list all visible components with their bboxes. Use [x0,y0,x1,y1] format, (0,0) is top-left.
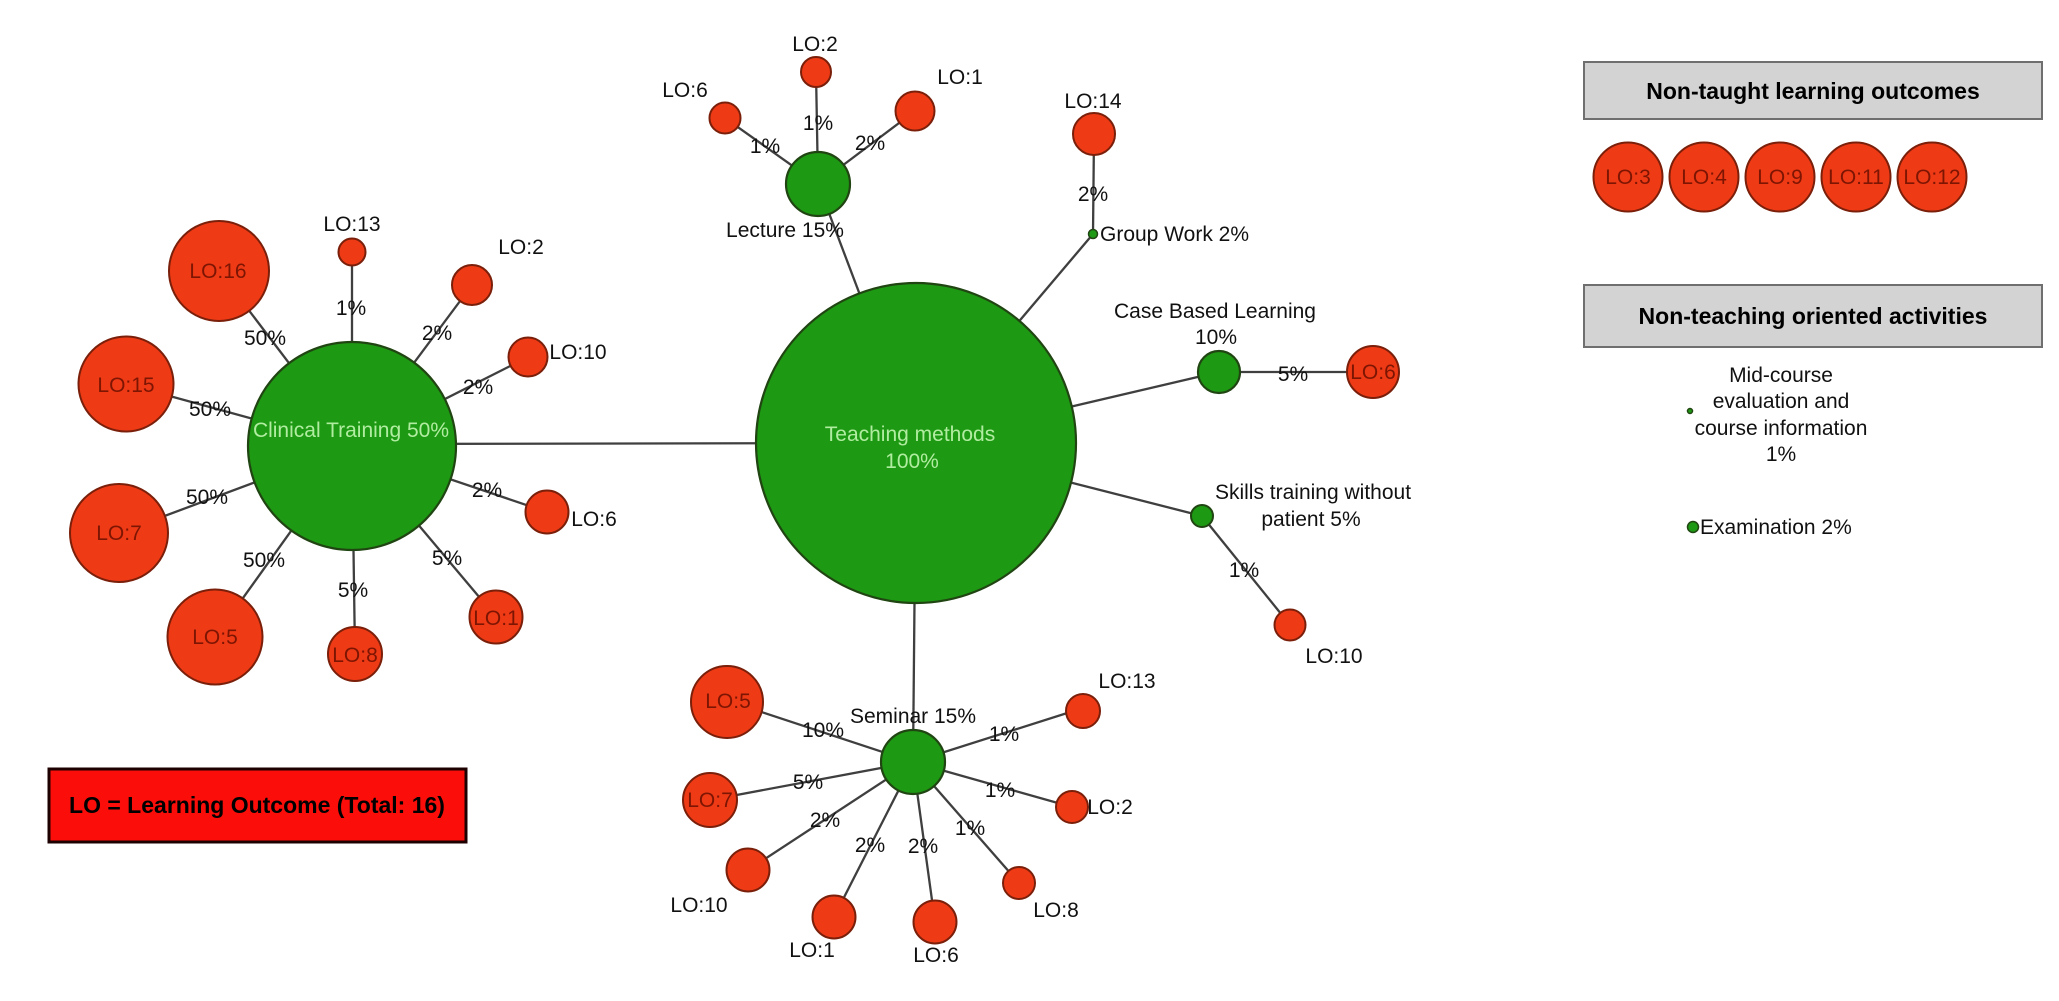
svg-text:LO:5: LO:5 [192,626,238,649]
svg-text:LO:1: LO:1 [937,66,983,89]
svg-text:LO:8: LO:8 [1033,899,1079,922]
svg-text:LO:10: LO:10 [549,341,606,364]
svg-text:LO:6: LO:6 [1350,361,1396,384]
svg-text:Lecture 15%: Lecture 15% [726,219,844,242]
svg-text:Examination 2%: Examination 2% [1700,516,1852,539]
svg-text:2%: 2% [855,834,885,857]
svg-text:LO:13: LO:13 [1098,670,1155,693]
svg-text:evaluation and: evaluation and [1713,390,1850,413]
svg-text:LO:7: LO:7 [96,522,142,545]
svg-text:2%: 2% [463,376,493,399]
svg-text:Non-teaching oriented activiti: Non-teaching oriented activities [1639,303,1988,329]
svg-text:LO:7: LO:7 [687,789,733,812]
svg-text:1%: 1% [955,817,985,840]
svg-text:5%: 5% [432,547,462,570]
svg-text:LO:14: LO:14 [1064,90,1122,113]
svg-text:100%: 100% [885,450,939,473]
svg-text:LO:3: LO:3 [1605,166,1651,189]
svg-text:2%: 2% [1078,183,1108,206]
svg-text:LO:10: LO:10 [1305,645,1362,668]
svg-text:patient 5%: patient 5% [1261,508,1360,531]
svg-text:Teaching methods: Teaching methods [825,423,995,446]
svg-text:2%: 2% [472,479,502,502]
svg-text:LO:16: LO:16 [189,260,246,283]
svg-text:Clinical Training 50%: Clinical Training 50% [253,419,449,442]
svg-text:LO:4: LO:4 [1681,166,1727,189]
svg-text:1%: 1% [989,723,1019,746]
svg-text:Skills training without: Skills training without [1215,481,1411,504]
svg-text:LO:2: LO:2 [1087,796,1133,819]
svg-text:2%: 2% [810,809,840,832]
svg-text:5%: 5% [1278,363,1308,386]
svg-text:LO:6: LO:6 [913,944,959,967]
svg-text:5%: 5% [793,771,823,794]
svg-text:LO:11: LO:11 [1828,166,1884,189]
svg-text:LO:10: LO:10 [670,894,727,917]
svg-text:1%: 1% [985,779,1015,802]
svg-text:LO:12: LO:12 [1903,166,1960,189]
svg-text:1%: 1% [803,112,833,135]
svg-text:50%: 50% [186,486,228,509]
svg-text:10%: 10% [802,719,844,742]
svg-text:LO:9: LO:9 [1757,166,1803,189]
svg-text:Case Based Learning: Case Based Learning [1114,300,1316,323]
svg-text:course information: course information [1695,417,1868,440]
svg-text:LO:15: LO:15 [97,374,154,397]
svg-text:2%: 2% [855,132,885,155]
svg-text:LO:1: LO:1 [473,607,519,630]
svg-text:50%: 50% [243,549,285,572]
svg-text:LO:2: LO:2 [792,33,838,56]
svg-text:1%: 1% [1766,443,1796,466]
svg-text:50%: 50% [189,398,231,421]
svg-text:50%: 50% [244,327,286,350]
svg-text:LO:6: LO:6 [571,508,617,531]
svg-text:LO:1: LO:1 [789,939,835,962]
svg-text:Mid-course: Mid-course [1729,364,1833,387]
svg-text:1%: 1% [336,297,366,320]
svg-text:LO:6: LO:6 [662,79,708,102]
svg-text:10%: 10% [1195,326,1237,349]
svg-text:Non-taught learning outcomes: Non-taught learning outcomes [1646,78,1980,104]
svg-text:LO = Learning Outcome (Total:: LO = Learning Outcome (Total: 16) [69,792,445,818]
svg-text:Seminar 15%: Seminar 15% [850,705,976,728]
svg-text:LO:5: LO:5 [705,690,751,713]
svg-text:LO:13: LO:13 [323,213,380,236]
svg-text:LO:8: LO:8 [332,644,378,667]
svg-text:2%: 2% [908,835,938,858]
svg-text:1%: 1% [750,135,780,158]
svg-text:1%: 1% [1229,559,1259,582]
svg-text:LO:2: LO:2 [498,236,544,259]
svg-text:Group Work 2%: Group Work 2% [1100,223,1249,246]
svg-text:2%: 2% [422,322,452,345]
svg-text:5%: 5% [338,579,368,602]
